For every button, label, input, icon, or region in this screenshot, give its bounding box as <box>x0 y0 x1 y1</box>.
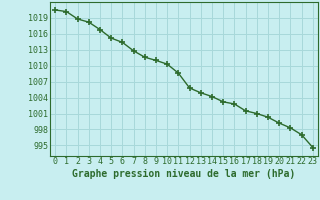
X-axis label: Graphe pression niveau de la mer (hPa): Graphe pression niveau de la mer (hPa) <box>72 169 296 179</box>
